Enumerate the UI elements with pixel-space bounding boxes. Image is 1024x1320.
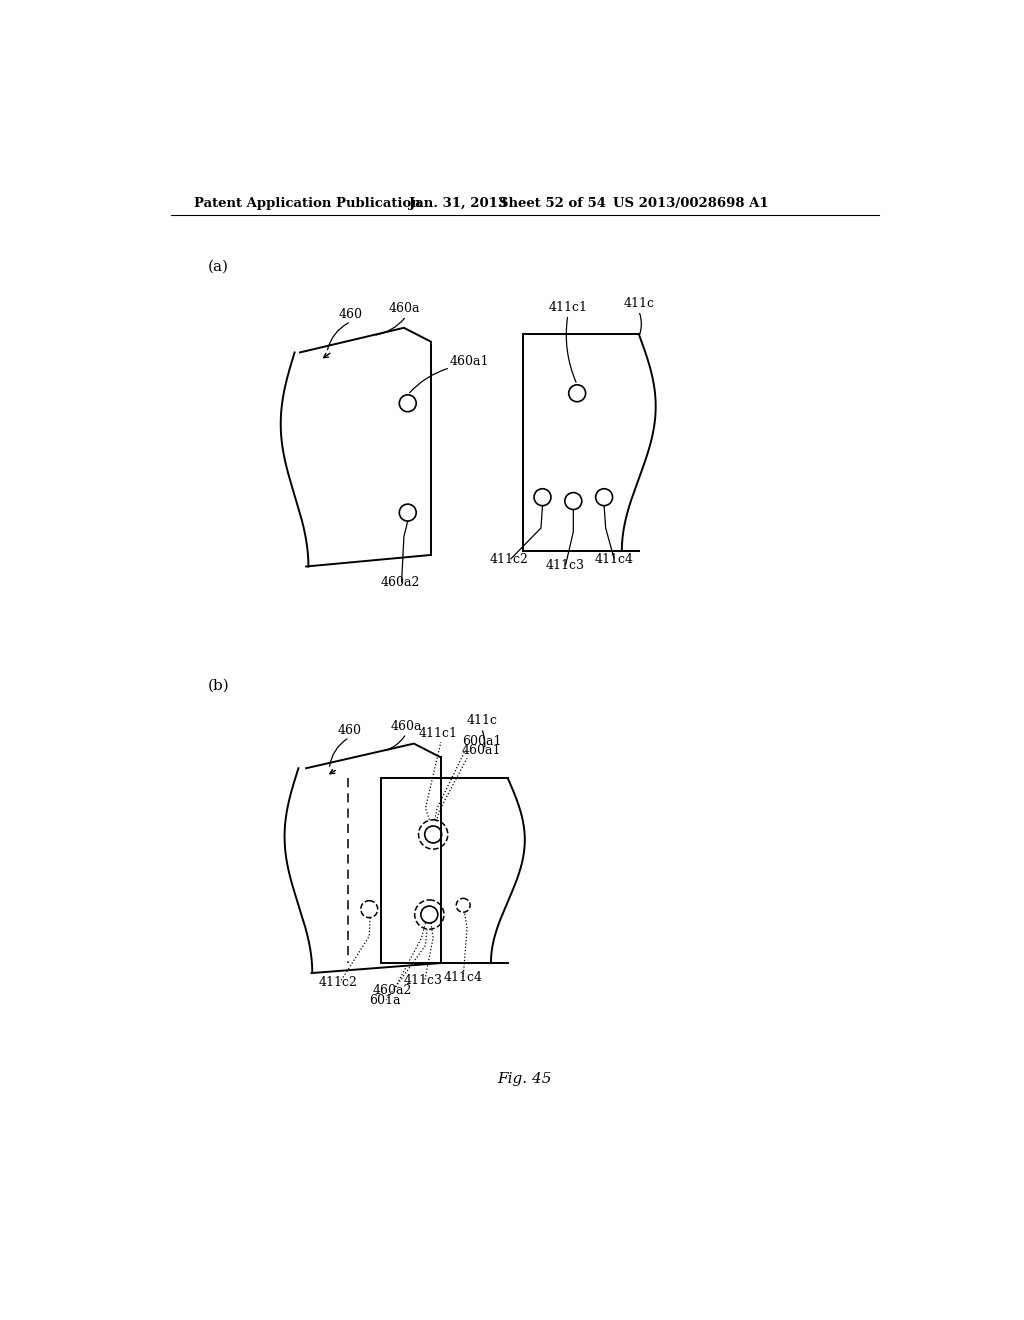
Text: 411c: 411c	[466, 714, 498, 727]
Text: 411c3: 411c3	[546, 558, 585, 572]
Text: US 2013/0028698 A1: US 2013/0028698 A1	[612, 197, 768, 210]
Text: 460a: 460a	[390, 719, 422, 733]
Text: 411c2: 411c2	[489, 553, 528, 566]
Text: 601a: 601a	[369, 994, 400, 1007]
Text: 600a1: 600a1	[462, 735, 501, 748]
Text: 460a2: 460a2	[373, 983, 412, 997]
Text: 460: 460	[337, 725, 361, 738]
Text: 411c2: 411c2	[319, 977, 358, 989]
Text: 460a: 460a	[389, 302, 421, 315]
Text: (a): (a)	[208, 259, 228, 273]
Text: 460a1: 460a1	[451, 355, 489, 368]
Text: 411c4: 411c4	[443, 970, 482, 983]
Text: Sheet 52 of 54: Sheet 52 of 54	[499, 197, 605, 210]
Text: Fig. 45: Fig. 45	[498, 1072, 552, 1085]
Text: 460a2: 460a2	[380, 576, 420, 589]
Text: 460: 460	[339, 308, 362, 321]
Text: 411c4: 411c4	[595, 553, 634, 566]
Text: 411c: 411c	[624, 297, 654, 310]
Text: Patent Application Publication: Patent Application Publication	[194, 197, 421, 210]
Text: 460a1: 460a1	[462, 743, 501, 756]
Text: 411c1: 411c1	[549, 301, 588, 314]
Text: 411c1: 411c1	[419, 727, 458, 741]
Text: Jan. 31, 2013: Jan. 31, 2013	[410, 197, 507, 210]
Text: (b): (b)	[208, 678, 229, 693]
Text: 411c3: 411c3	[403, 974, 442, 987]
